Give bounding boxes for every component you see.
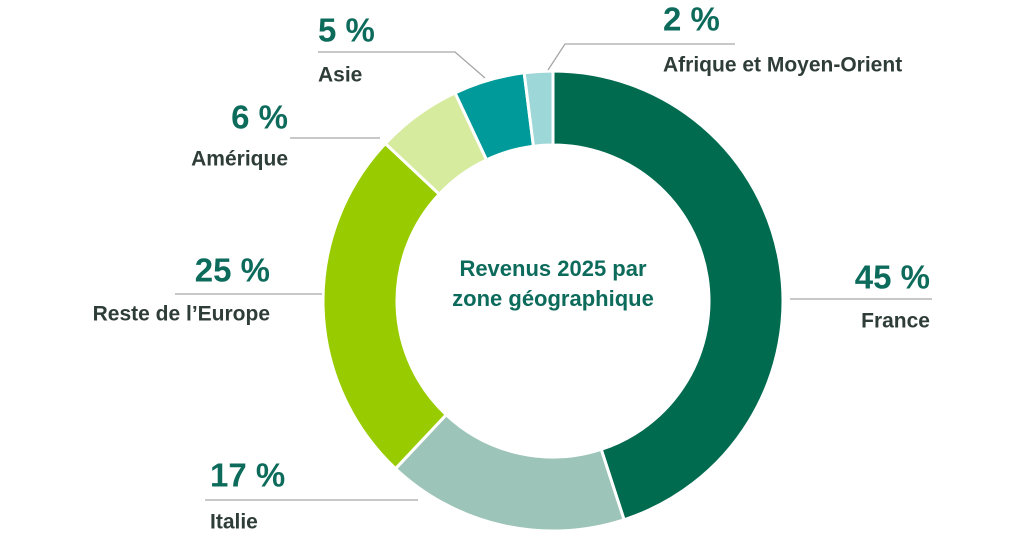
value-label: 45 % — [855, 259, 930, 296]
chart-title: Revenus 2025 par zone géographique — [452, 256, 654, 311]
value-label: 17 % — [210, 457, 285, 494]
value-label: 6 % — [231, 99, 288, 136]
category-label: France — [861, 310, 930, 333]
donut-segment — [551, 69, 785, 522]
category-label: Reste de l’Europe — [93, 303, 270, 326]
category-label: Asie — [318, 64, 362, 87]
value-label: 25 % — [195, 252, 270, 289]
leader-line — [547, 43, 735, 71]
category-label: Italie — [210, 511, 258, 534]
value-label: 2 % — [663, 1, 720, 38]
category-label: Afrique et Moyen-Orient — [663, 54, 902, 77]
donut-segment — [321, 141, 449, 471]
donut-segment — [522, 69, 555, 148]
leader-line — [318, 51, 486, 79]
category-label: Amérique — [191, 148, 288, 171]
value-label: 5 % — [318, 12, 375, 49]
